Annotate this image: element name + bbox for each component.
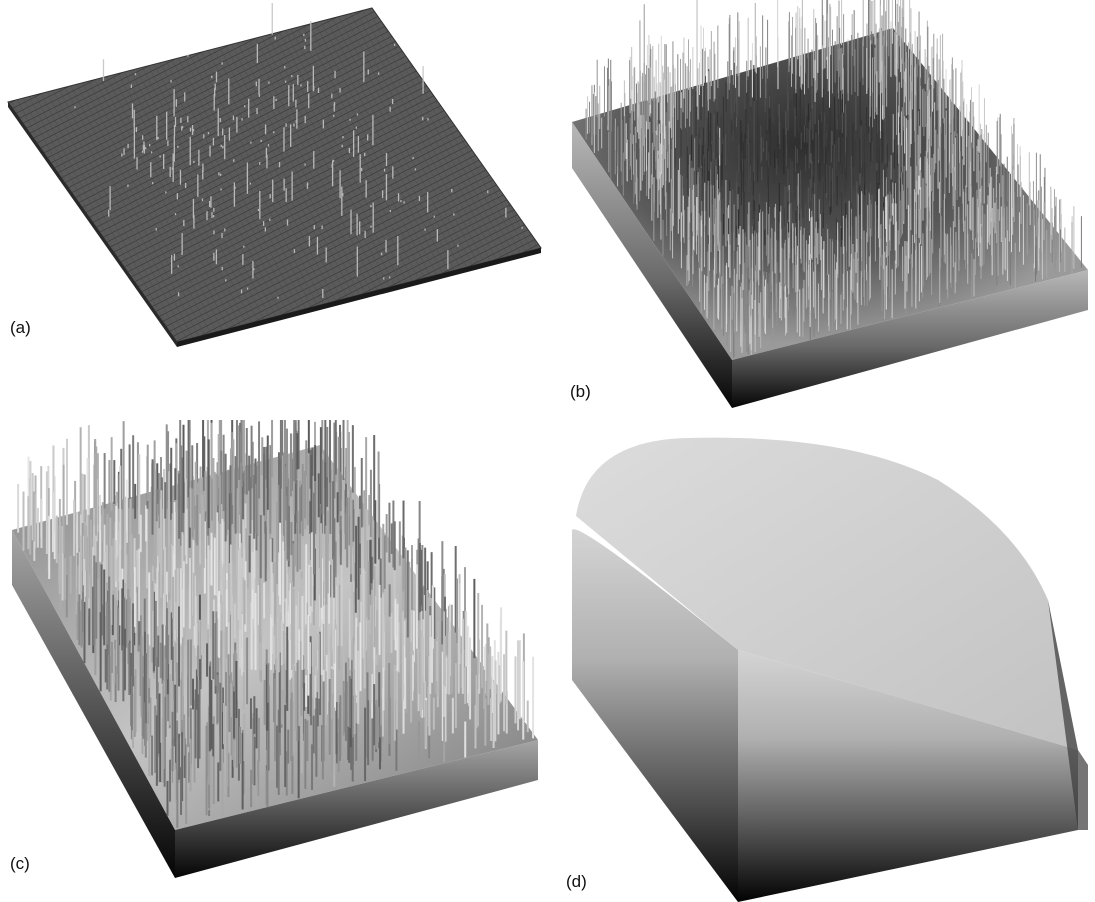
smooth-surface-rim	[1048, 600, 1088, 830]
figure-panel-c: (c)	[0, 420, 548, 902]
figure-panel-b: (b)	[548, 0, 1095, 420]
eroded-surface-front	[12, 530, 175, 878]
panel-label-d: (d)	[566, 872, 587, 891]
rough-surface-front	[572, 122, 732, 408]
smooth-surface-front	[572, 529, 738, 902]
eroded-surface-right	[175, 740, 538, 878]
sparse-spikes	[74, 3, 523, 299]
figure-panel-a: (a)	[0, 0, 548, 360]
flat-surface-edge-left	[8, 102, 177, 347]
flat-surface-edge	[177, 248, 541, 347]
smooth-surface-right	[738, 650, 1078, 902]
rough-surface-right	[732, 270, 1088, 408]
figure-panel-d: (d)	[548, 420, 1095, 902]
smooth-surface-top	[576, 437, 1078, 750]
panel-label-a: (a)	[10, 318, 31, 337]
dense-spikes	[585, 0, 1082, 358]
surface-plot-d	[572, 437, 1088, 902]
surface-plot-a	[7, 3, 542, 347]
panel-label-b: (b)	[570, 382, 591, 401]
flat-surface-top	[7, 7, 542, 343]
surface-plot-b	[572, 0, 1088, 408]
surface-plot-c	[12, 420, 538, 878]
panel-label-c: (c)	[10, 854, 30, 873]
columnar-ridges	[17, 420, 535, 828]
